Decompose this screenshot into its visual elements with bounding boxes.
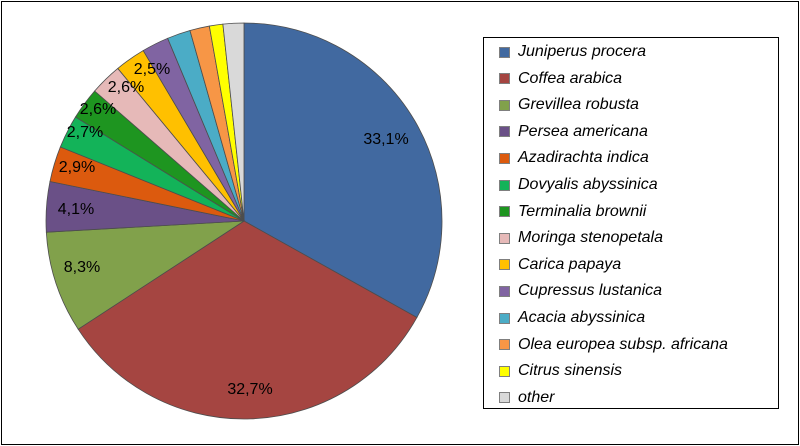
legend-label: Olea europea subsp. africana	[518, 335, 728, 353]
data-label-dovyalis-abyssinica: 2,7%	[67, 124, 103, 141]
legend-item-carica-papaya: Carica papaya	[499, 254, 621, 276]
chart-legend: Juniperus procera Coffea arabica Grevillea…	[483, 37, 779, 409]
legend-swatch	[499, 312, 510, 324]
data-label-terminalia-brownii: 2,6%	[80, 101, 116, 118]
legend-label: other	[518, 388, 555, 406]
legend-item-citrus-sinensis: Citrus sinensis	[499, 360, 622, 382]
legend-item-acacia-abyssinica: Acacia abyssinica	[499, 307, 645, 329]
legend-swatch	[499, 152, 510, 164]
legend-item-persea-americana: Persea americana	[499, 121, 648, 143]
legend-label: Azadirachta indica	[518, 149, 649, 167]
legend-label: Terminalia brownii	[518, 202, 647, 220]
legend-label: Grevillea robusta	[518, 96, 639, 114]
legend-swatch	[499, 99, 510, 111]
legend-swatch	[499, 339, 510, 351]
legend-label: Cupressus lustanica	[518, 282, 663, 300]
legend-label: Carica papaya	[518, 255, 622, 273]
legend-label: Juniperus procera	[518, 43, 647, 60]
legend-swatch	[499, 46, 510, 58]
pie-slice-coffea-arabica	[77, 220, 418, 420]
legend-item-dovyalis-abyssinica: Dovyalis abyssinica	[499, 174, 658, 196]
data-label-coffea-arabica: 32,7%	[227, 381, 272, 398]
legend-swatch	[499, 232, 510, 244]
legend-label: Citrus sinensis	[518, 362, 623, 380]
legend-item-coffea-arabica: Coffea arabica	[499, 68, 622, 90]
legend-item-terminalia-brownii: Terminalia brownii	[499, 201, 646, 223]
data-label-grevillea-robusta: 8,3%	[64, 259, 100, 276]
legend-item-grevillea-robusta: Grevillea robusta	[499, 94, 639, 116]
pie-slice-grevillea-robusta	[45, 220, 246, 330]
pie-slice-other	[222, 22, 245, 222]
legend-item-juniperus-procera: Juniperus procera	[499, 41, 646, 63]
legend-label: Persea americana	[518, 122, 648, 140]
legend-swatch	[499, 73, 510, 85]
legend-label: Coffea arabica	[518, 69, 623, 87]
data-label-azadirachta-indica: 2,9%	[59, 159, 95, 176]
legend-item-other: other	[499, 387, 554, 409]
data-label-moringa-stenopetala: 2,6%	[108, 79, 144, 96]
legend-label: Acacia abyssinica	[518, 309, 646, 326]
legend-label: Dovyalis abyssinica	[518, 176, 658, 193]
legend-label: Moringa stenopetala	[518, 229, 663, 247]
legend-swatch	[499, 365, 510, 377]
legend-swatch	[499, 259, 510, 271]
legend-item-azadirachta-indica: Azadirachta indica	[499, 147, 649, 169]
data-label-persea-americana: 4,1%	[58, 201, 94, 218]
data-label-juniperus-procera: 33,1%	[363, 131, 408, 148]
legend-item-olea-europea-subsp-africana: Olea europea subsp. africana	[499, 334, 728, 356]
legend-item-moringa-stenopetala: Moringa stenopetala	[499, 227, 663, 249]
legend-swatch	[499, 126, 510, 138]
legend-swatch	[499, 206, 510, 218]
legend-swatch	[499, 285, 510, 297]
legend-swatch	[499, 179, 510, 191]
legend-item-cupressus-lustanica: Cupressus lustanica	[499, 280, 662, 302]
data-label-carica-papaya: 2,5%	[134, 61, 170, 78]
legend-swatch	[499, 392, 510, 404]
pie-slice-juniperus-procera	[243, 22, 443, 319]
